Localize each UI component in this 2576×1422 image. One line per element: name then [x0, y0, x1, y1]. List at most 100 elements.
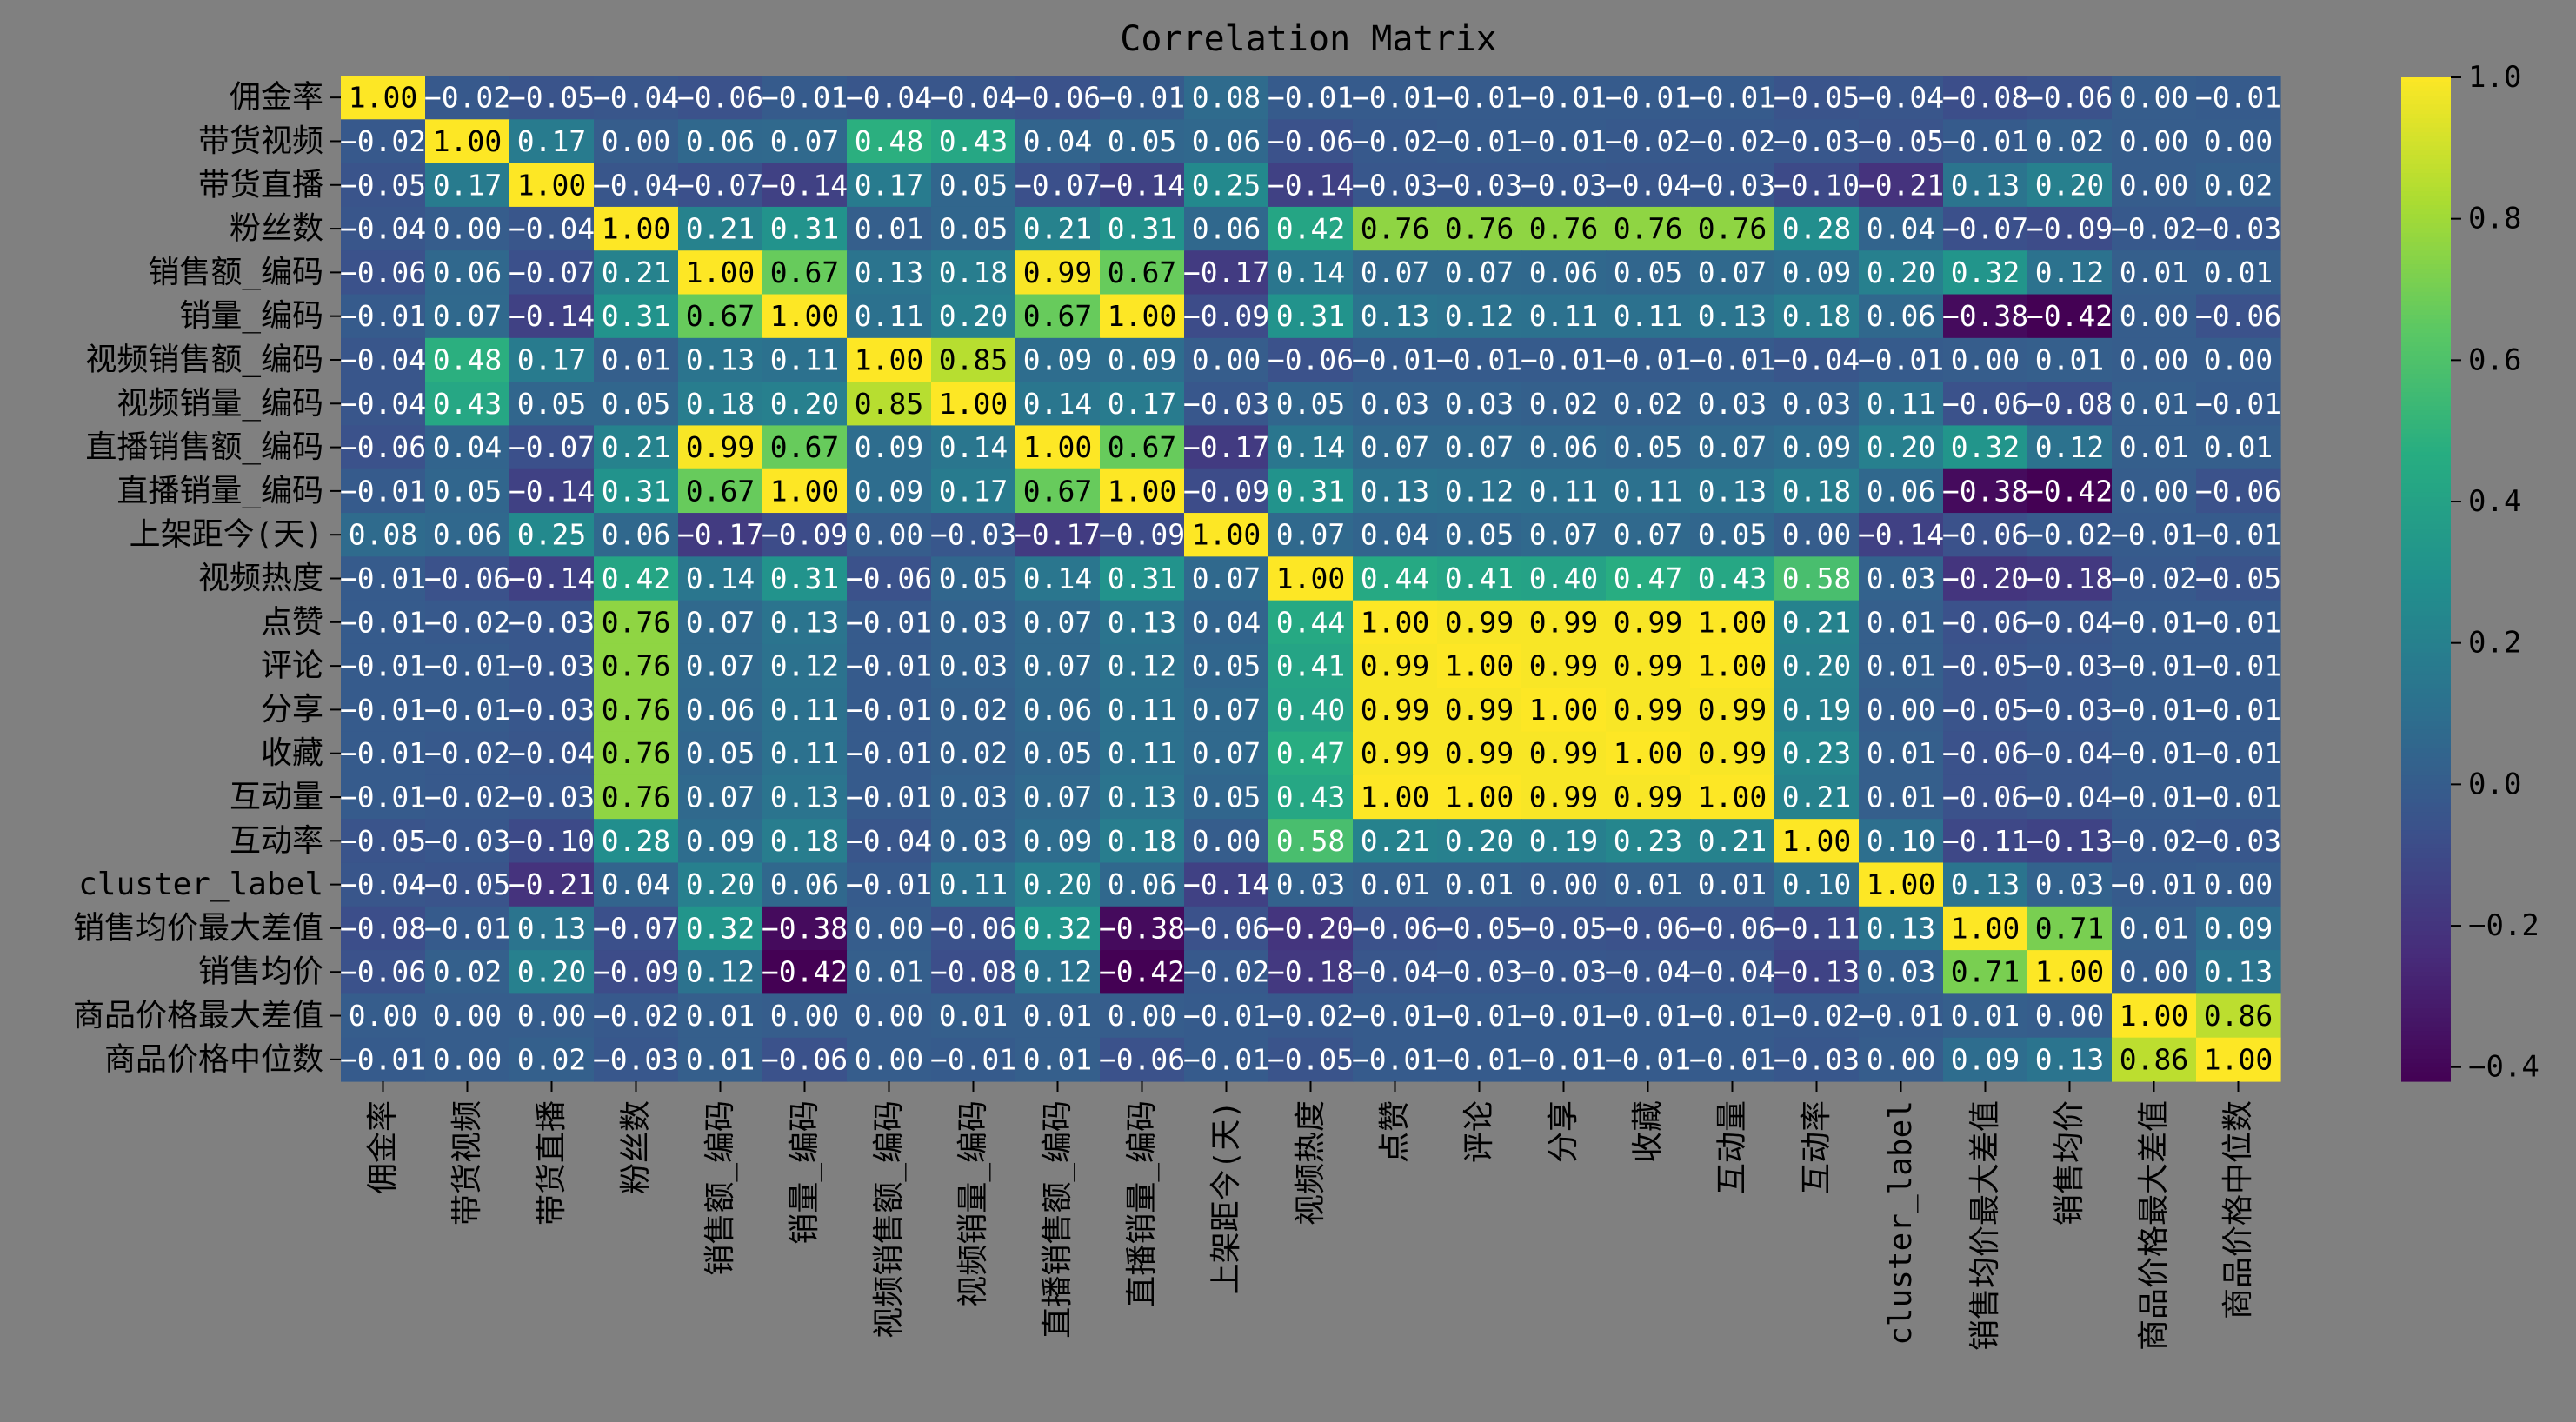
y-tick-label: 视频热度 [198, 561, 323, 596]
cell-value-label: 1.00 [1108, 474, 1176, 508]
heatmap-cell [2196, 731, 2281, 776]
heatmap-cell [1184, 688, 1269, 733]
cell-value-label: −0.03 [1436, 955, 1522, 989]
heatmap-cell [1606, 774, 1691, 820]
cell-value-label: 0.32 [686, 911, 755, 945]
heatmap-cell [1774, 731, 1860, 776]
heatmap-cell [341, 468, 426, 514]
heatmap-cell [1015, 468, 1101, 514]
cell-value-label: 0.03 [1867, 955, 1935, 989]
heatmap-cell [1353, 643, 1438, 688]
heatmap-cell [2027, 250, 2113, 296]
heatmap-cell [1184, 600, 1269, 645]
heatmap-cell [1606, 556, 1691, 601]
cell-value-label: −0.11 [1942, 824, 2028, 858]
cell-value-label: 0.43 [1698, 561, 1767, 595]
cell-value-label: −0.01 [1605, 81, 1691, 115]
heatmap-cell [1859, 119, 1944, 164]
heatmap-cell [1606, 993, 1691, 1039]
heatmap-cell [425, 513, 510, 557]
heatmap-cell [762, 468, 848, 514]
cell-value-label: −0.08 [2027, 387, 2113, 421]
heatmap-cell [2112, 250, 2197, 296]
cell-value-label: 0.01 [1361, 867, 1429, 901]
heatmap-cell [1943, 206, 2028, 251]
cell-value-label: 0.76 [602, 605, 670, 639]
cell-value-label: −0.03 [2195, 212, 2281, 246]
heatmap-cell [1690, 163, 1775, 208]
cell-value-label: 0.07 [1614, 518, 1682, 552]
heatmap-cell [1521, 163, 1607, 208]
heatmap-cell [1437, 600, 1522, 645]
colorbar-segment [2401, 236, 2451, 243]
cell-value-label: −0.09 [1183, 299, 1269, 333]
cell-value-label: −0.01 [1099, 81, 1185, 115]
heatmap-cell [1859, 163, 1944, 208]
cell-value-label: −0.38 [1099, 911, 1185, 945]
heatmap-cell [1015, 163, 1101, 208]
heatmap-cell [847, 643, 932, 688]
heatmap-cell [1690, 513, 1775, 557]
heatmap-cell [1943, 643, 2028, 688]
colorbar-segment [2401, 725, 2451, 731]
cell-value-label: 0.18 [1782, 474, 1851, 508]
cell-value-label: 0.09 [1108, 342, 1176, 376]
heatmap-cell [1184, 993, 1269, 1039]
cell-value-label: 0.31 [602, 474, 670, 508]
cell-value-label: 0.00 [1867, 693, 1935, 727]
cell-value-label: 0.00 [1951, 342, 2020, 376]
heatmap-cell [2112, 513, 2197, 557]
cell-value-label: 0.11 [1614, 299, 1682, 333]
cell-value-label: 0.76 [602, 693, 670, 727]
colorbar-segment [2401, 875, 2451, 881]
y-tick-label: 商品价格最大差值 [73, 998, 323, 1033]
colorbar-segment [2401, 889, 2451, 895]
cell-value-label: −0.06 [1268, 342, 1354, 376]
colorbar-segment [2401, 520, 2451, 526]
cell-value-label: 0.12 [1445, 474, 1514, 508]
cell-value-label: 0.07 [1276, 518, 1345, 552]
cell-value-label: 0.07 [1361, 430, 1429, 464]
heatmap-cell [1774, 774, 1860, 820]
cell-value-label: −0.09 [593, 955, 679, 989]
cell-value-label: 0.01 [2120, 430, 2188, 464]
cell-value-label: 1.00 [2204, 1042, 2273, 1076]
cell-value-label: −0.02 [2027, 518, 2113, 552]
cell-value-label: 0.44 [1361, 561, 1429, 595]
cell-value-label: 0.13 [1361, 474, 1429, 508]
heatmap-cell [1184, 906, 1269, 951]
cell-value-label: 0.04 [602, 867, 670, 901]
cell-value-label: 0.02 [939, 736, 1008, 770]
cell-value-label: 0.06 [433, 518, 502, 552]
cell-value-label: 0.23 [1614, 824, 1682, 858]
cell-value-label: −0.14 [509, 561, 595, 595]
heatmap-cell [678, 906, 763, 951]
heatmap-cell [1690, 294, 1775, 339]
cell-value-label: 0.05 [939, 212, 1008, 246]
cell-value-label: 0.13 [855, 256, 923, 289]
cell-value-label: −0.03 [930, 518, 1016, 552]
colorbar-segment [2401, 1072, 2451, 1078]
heatmap-cell [1690, 731, 1775, 776]
cell-value-label: −0.06 [1942, 736, 2028, 770]
cell-value-label: −0.08 [930, 955, 1016, 989]
cell-value-label: 0.06 [1867, 299, 1935, 333]
y-tick-label: 视频销量_编码 [116, 386, 323, 422]
cell-value-label: −0.01 [2195, 649, 2281, 683]
heatmap-cell [1100, 1037, 1185, 1082]
cell-value-label: −0.02 [424, 605, 510, 639]
colorbar-segment [2401, 1035, 2451, 1041]
cell-value-label: −0.02 [2111, 561, 2197, 595]
cell-value-label: −0.01 [1605, 1042, 1691, 1076]
cell-value-label: 0.09 [1782, 430, 1851, 464]
colorbar-segment [2401, 483, 2451, 489]
cell-value-label: 0.06 [1529, 256, 1598, 289]
cell-value-label: 0.07 [1192, 561, 1261, 595]
x-tick-label: 直播销售额_编码 [1040, 1100, 1075, 1339]
heatmap-cell [1100, 294, 1185, 339]
cell-value-label: 0.06 [1192, 124, 1261, 158]
heatmap-cell [678, 163, 763, 208]
heatmap-cell [762, 382, 848, 427]
cell-value-label: 0.13 [1698, 474, 1767, 508]
heatmap-cell [1521, 337, 1607, 382]
